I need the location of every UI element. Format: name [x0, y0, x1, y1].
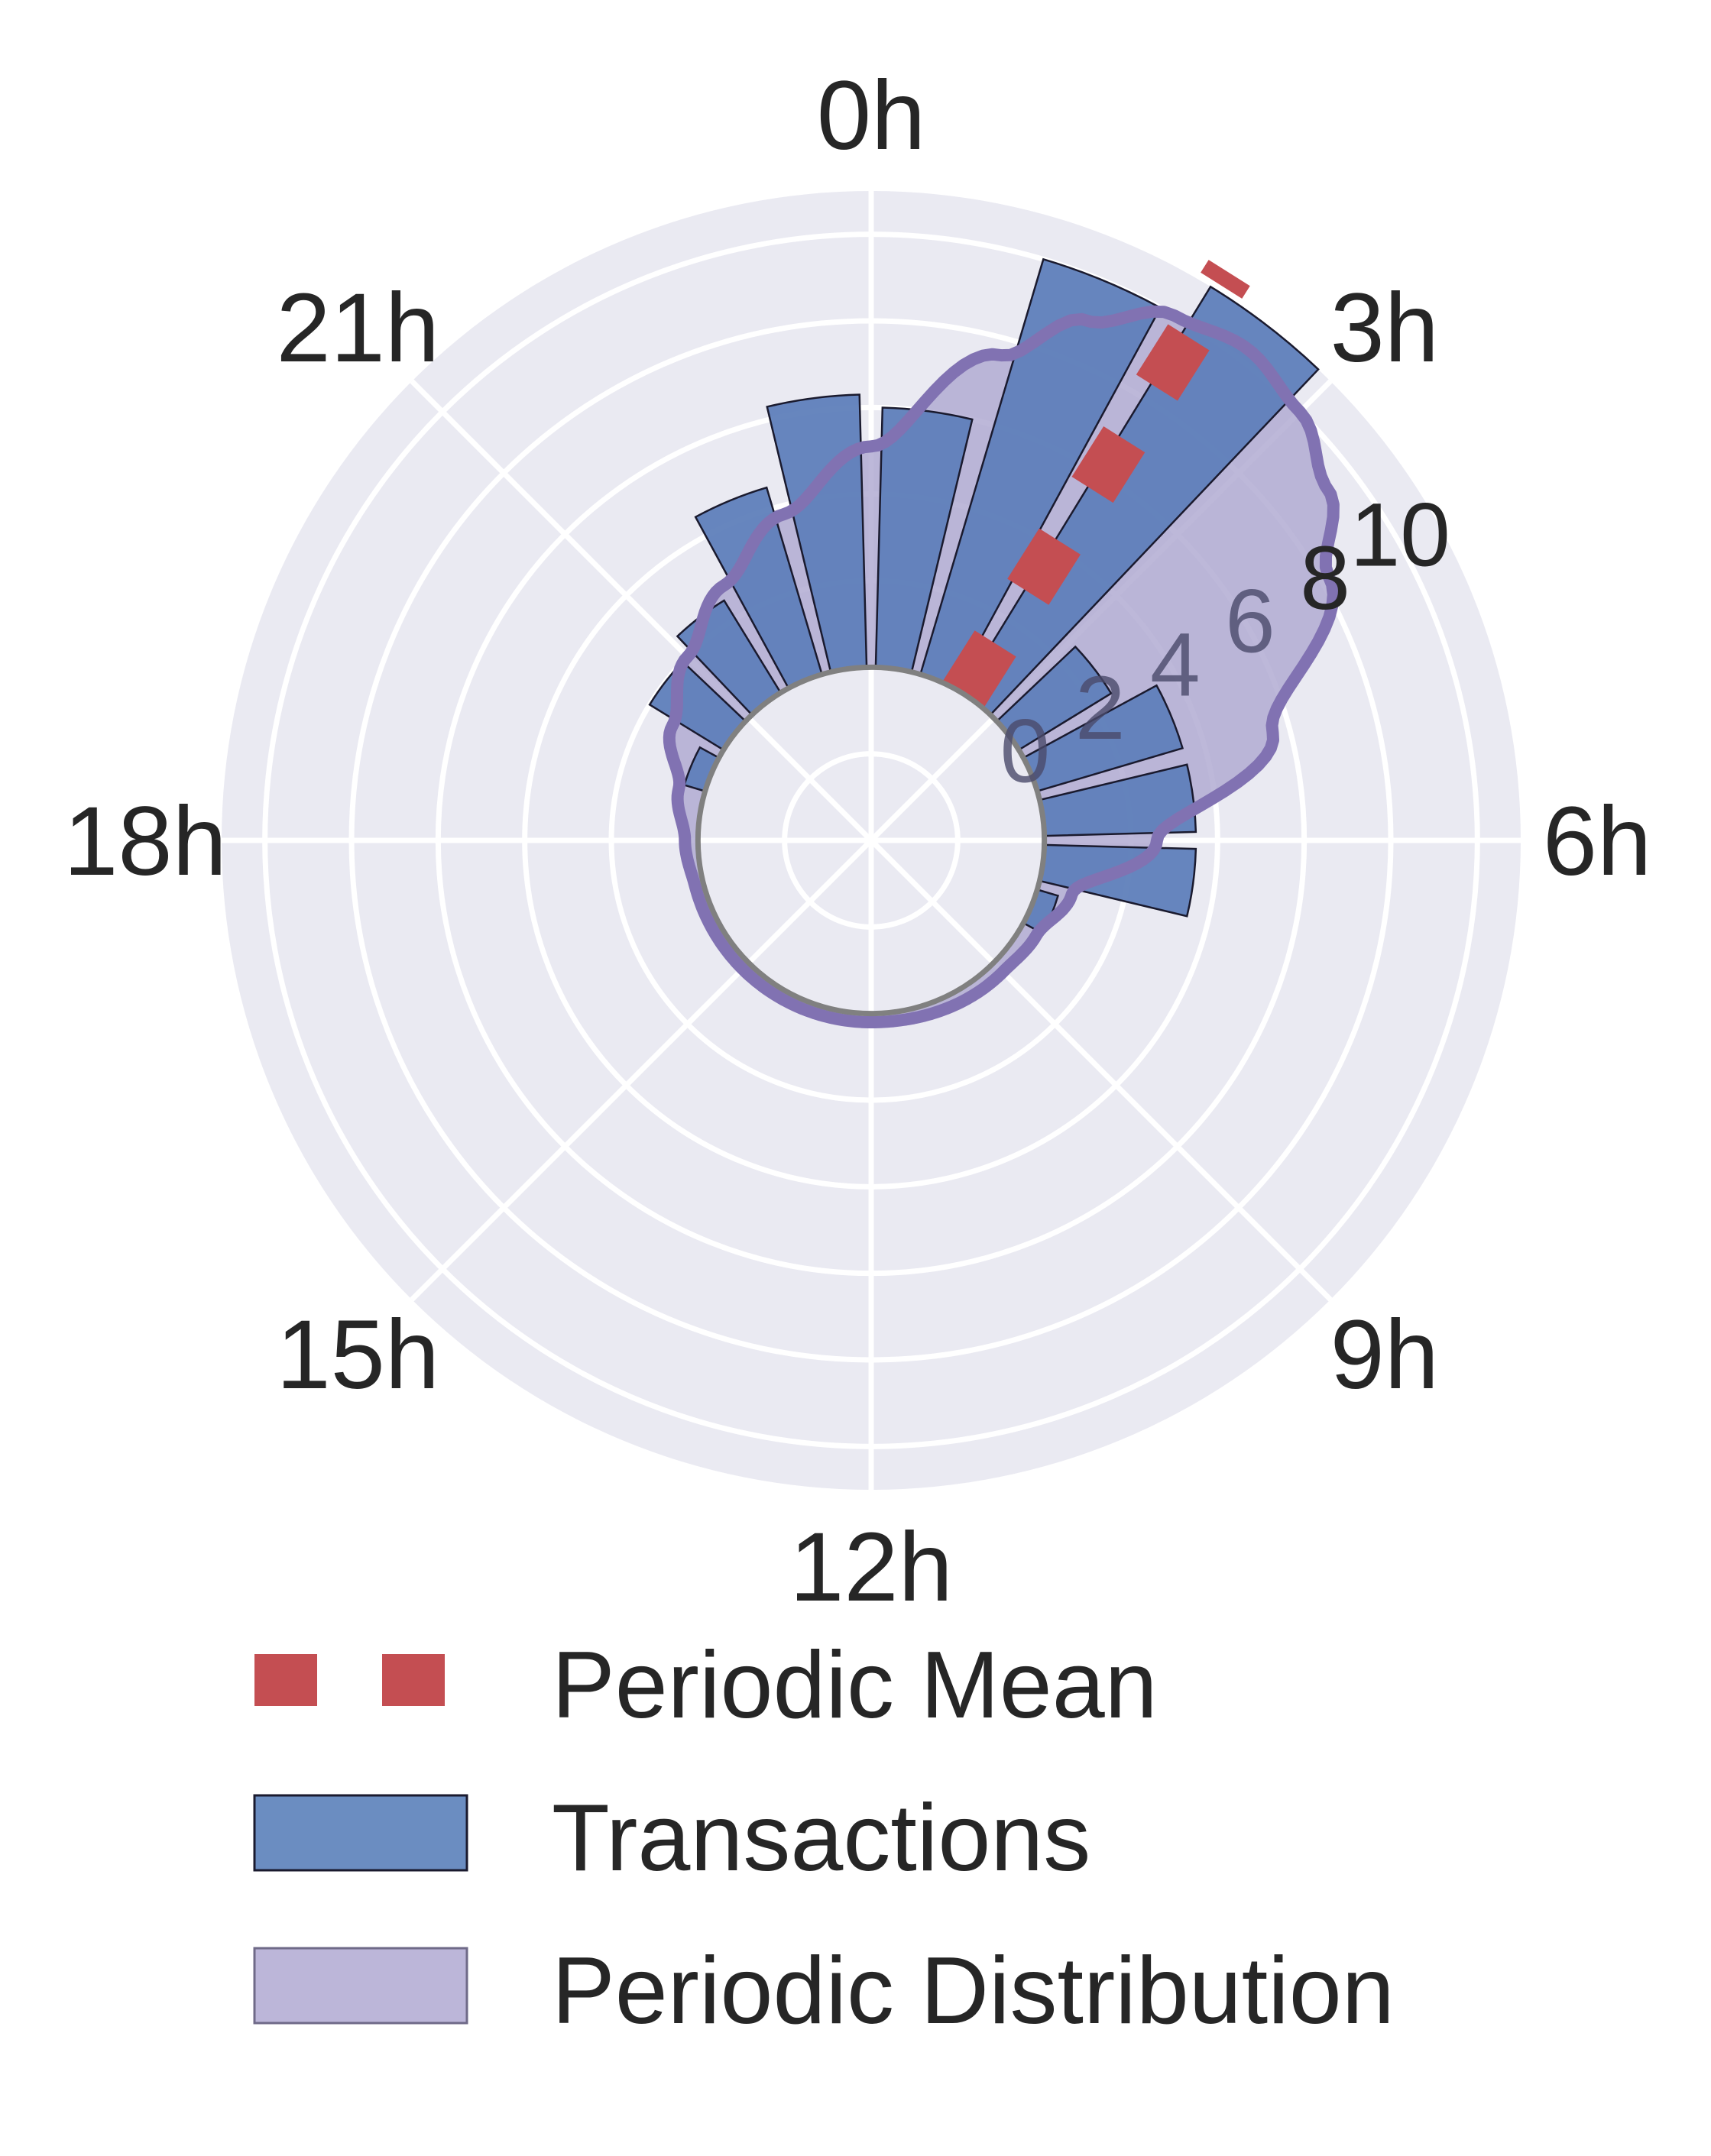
grid-spoke-3	[869, 838, 1333, 1302]
periodic-distribution-outline	[663, 305, 1340, 1028]
radial-tick-label-8: 8	[1300, 528, 1350, 629]
legend-swatch-periodic-mean-dash-1	[254, 1654, 317, 1706]
legend-swatch-periodic-mean-dash-2	[382, 1654, 445, 1706]
hour-label-6h: 6h	[1543, 787, 1651, 896]
hour-label-12h: 12h	[789, 1513, 953, 1622]
legend: Periodic Mean Transactions Periodic Dist…	[253, 1633, 1395, 2044]
radial-tick-label-6: 6	[1225, 571, 1275, 672]
grid	[222, 191, 1521, 1490]
radial-tick-label-4: 4	[1150, 614, 1201, 715]
legend-swatch-periodic-distribution	[253, 1947, 468, 2025]
zero-circle	[695, 664, 1048, 1017]
legend-swatch-transactions	[253, 1794, 468, 1872]
hour-label-0h: 0h	[817, 61, 925, 170]
legend-label-transactions: Transactions	[552, 1785, 1090, 1891]
hour-label-18h: 18h	[63, 787, 227, 896]
inner-circle	[695, 664, 1048, 1017]
hour-label-9h: 9h	[1330, 1300, 1439, 1410]
hour-label-15h: 15h	[276, 1300, 439, 1410]
periodic-mean-dashes	[942, 260, 1250, 707]
hour-label-3h: 3h	[1330, 274, 1439, 383]
legend-label-periodic-distribution: Periodic Distribution	[552, 1938, 1395, 2044]
legend-label-periodic-mean: Periodic Mean	[552, 1633, 1158, 1738]
radial-tick-label-0: 0	[1000, 701, 1051, 802]
radial-tick-label-10: 10	[1350, 484, 1450, 585]
radial-tick-labels: 0 2 4 6 8 10	[1000, 484, 1450, 801]
hour-labels: 0h 3h 6h 9h 12h 15h 18h 21h	[63, 61, 1651, 1622]
distribution-outline	[663, 305, 1340, 1028]
grid-spoke-7	[410, 379, 873, 843]
grid-spoke-5	[410, 838, 873, 1302]
radial-tick-label-2: 2	[1075, 658, 1126, 759]
periodic-mean-line	[942, 260, 1250, 707]
hour-label-21h: 21h	[276, 274, 439, 383]
